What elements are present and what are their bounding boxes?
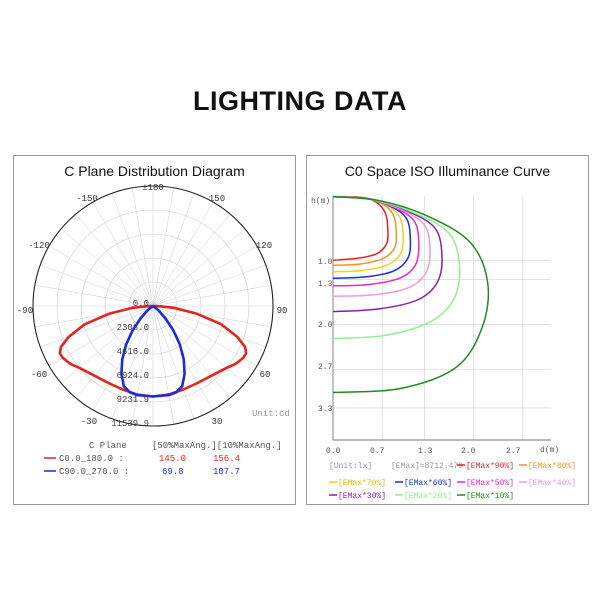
- polar-grid-spoke: [152, 305, 246, 384]
- legend-label-emax60: [EMax*60%]: [404, 479, 452, 488]
- angle-label-n30: -30: [81, 417, 97, 427]
- polar-chart-title: C Plane Distribution Diagram: [64, 163, 245, 179]
- legend-label-emax50: [EMax*50%]: [466, 479, 514, 488]
- x-tick-label: 1.3: [418, 447, 433, 456]
- legend-value-c90-10: 107.7: [213, 467, 240, 477]
- iso-legend: [EMax*90%] [EMax*80%] [EMax*70%] [EMax*6…: [329, 462, 576, 501]
- iso-curve-emax80: [332, 195, 398, 267]
- polar-grid-spoke: [40, 305, 154, 348]
- polar-grid-spoke: [40, 264, 154, 307]
- x-tick-label: 2.7: [506, 447, 521, 456]
- polar-grid-spoke: [152, 193, 195, 307]
- polar-legend: C Plane [50%MaxAng.][10%MaxAng.] C0.0_18…: [44, 441, 282, 477]
- y-tick-label: 3.3: [318, 405, 333, 414]
- iso-grid: [332, 196, 551, 441]
- legend-header-cols: [50%MaxAng.][10%MaxAng.]: [152, 441, 282, 451]
- angle-label-p90: 90: [277, 306, 288, 316]
- polar-grid-spoke: [152, 305, 266, 348]
- legend-value-c90-50: 69.8: [162, 467, 184, 477]
- polar-chart-panel: C Plane Distribution Diagram ±180 -150 1…: [13, 155, 296, 505]
- radial-label: 9231.9: [117, 395, 149, 405]
- polar-chart: ±180 -150 150 -120 120 -90 90 -60 60 -30…: [17, 183, 290, 477]
- legend-value-c0-10: 156.4: [213, 454, 240, 464]
- x-tick-label: 2.0: [461, 447, 476, 456]
- polar-grid-spoke: [111, 305, 154, 419]
- x-tick-label: 0.0: [326, 447, 341, 456]
- polar-grid-spoke: [34, 305, 154, 328]
- angle-label-n90: -90: [17, 306, 33, 316]
- radial-label: 11539.9: [111, 419, 149, 429]
- angle-label-n120: -120: [28, 241, 50, 251]
- y-axis-label: h(m): [311, 197, 330, 206]
- legend-label-c90: C90.0_270.0 :: [59, 467, 129, 477]
- polar-outer-ring: [32, 185, 274, 427]
- unit-label: Unit:cd: [252, 409, 290, 419]
- iso-chart-title: C0 Space ISO Illuminance Curve: [344, 163, 551, 179]
- legend-label-emax20: [EMax*20%]: [404, 492, 452, 501]
- polar-grid-spoke: [152, 264, 266, 307]
- legend-label-c0: C0.0_180.0 :: [59, 454, 124, 464]
- legend-label-emax80: [EMax*80%]: [528, 462, 576, 471]
- angle-label-p60: 60: [260, 370, 271, 380]
- radial-label: 4616.0: [117, 347, 149, 357]
- polar-grid-spoke: [60, 305, 154, 384]
- angle-label-p30: 30: [212, 417, 223, 427]
- polar-grid-spoke: [75, 213, 154, 307]
- legend-label-emax90: [EMax*90%]: [466, 462, 514, 471]
- polar-grid-spoke: [152, 228, 246, 307]
- polar-grid-spoke: [60, 228, 154, 307]
- polar-grid-spoke: [48, 305, 154, 367]
- iso-chart: h(m) d(m) 1.0 1.3 2.0 2.7 3.3 0.0 0.7 1.…: [311, 195, 576, 501]
- page-title: LIGHTING DATA: [193, 86, 407, 116]
- polar-grid-spoke: [152, 284, 272, 307]
- angle-label-p150: 150: [209, 194, 225, 204]
- x-tick-label: 0.7: [370, 447, 385, 456]
- iso-series: [332, 195, 490, 394]
- polar-series-c90: [120, 305, 186, 398]
- y-tick-label: 2.7: [318, 363, 333, 372]
- radial-label: 6924.0: [117, 371, 149, 381]
- polar-series: [58, 304, 248, 398]
- radial-label: 0.0: [133, 299, 149, 309]
- iso-curve-emax20: [332, 195, 461, 340]
- angle-label-p120: 120: [256, 241, 272, 251]
- polar-grid-spoke: [92, 201, 154, 307]
- radial-labels: 0.0 2308.0 4616.0 6924.0 9231.9 11539.9: [111, 299, 149, 429]
- polar-grid-spoke: [131, 187, 154, 307]
- polar-grid-spoke: [152, 201, 214, 307]
- polar-grid-spoke: [131, 305, 154, 425]
- y-tick-label: 2.0: [318, 321, 333, 330]
- legend-label-emax40: [EMax*40%]: [528, 479, 576, 488]
- y-tick-label: 1.0: [318, 258, 333, 267]
- polar-grid-spoke: [152, 213, 231, 307]
- iso-chart-panel: C0 Space ISO Illuminance Curve h(m) d(m)…: [306, 155, 589, 505]
- radial-label: 2308.0: [117, 323, 149, 333]
- legend-label-emax30: [EMax*30%]: [338, 492, 386, 501]
- polar-grid-spoke: [152, 187, 175, 307]
- polar-grid-spoke: [152, 245, 258, 307]
- legend-value-c0-50: 145.0: [159, 454, 186, 464]
- legend-label-emax10: [EMax*10%]: [466, 492, 514, 501]
- emax-label: [EMax]=8712.479: [391, 462, 463, 471]
- polar-grid-spoke: [152, 305, 272, 328]
- polar-grid-spoke: [34, 284, 154, 307]
- iso-curve-emax30: [332, 195, 443, 313]
- polar-grid-spoke: [152, 305, 195, 419]
- unit-label: [Unit:lx]: [329, 462, 372, 471]
- iso-curve-emax10: [332, 195, 490, 394]
- iso-curve-emax90: [332, 195, 389, 261]
- angle-label-180: ±180: [142, 183, 164, 193]
- legend-label-emax70: [EMax*70%]: [338, 479, 386, 488]
- y-tick-label: 1.3: [318, 280, 333, 289]
- polar-grid-spoke: [152, 305, 258, 367]
- polar-grid-spoke: [48, 245, 154, 307]
- polar-grid-spoke: [152, 305, 175, 425]
- legend-header-plane: C Plane: [89, 441, 127, 451]
- angle-label-n60: -60: [31, 370, 47, 380]
- polar-grid-spoke: [111, 193, 154, 307]
- x-axis-label: d(m): [540, 446, 559, 455]
- angle-label-n150: -150: [76, 194, 98, 204]
